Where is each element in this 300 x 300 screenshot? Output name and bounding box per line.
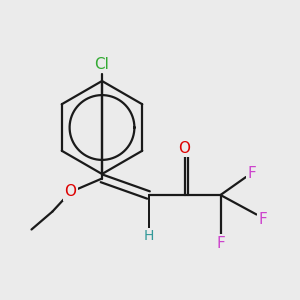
Text: F: F [216,236,225,250]
Text: F: F [258,212,267,226]
Text: F: F [248,167,256,182]
Text: O: O [178,141,190,156]
Text: H: H [143,230,154,243]
Text: O: O [64,184,76,200]
Text: Cl: Cl [94,57,110,72]
